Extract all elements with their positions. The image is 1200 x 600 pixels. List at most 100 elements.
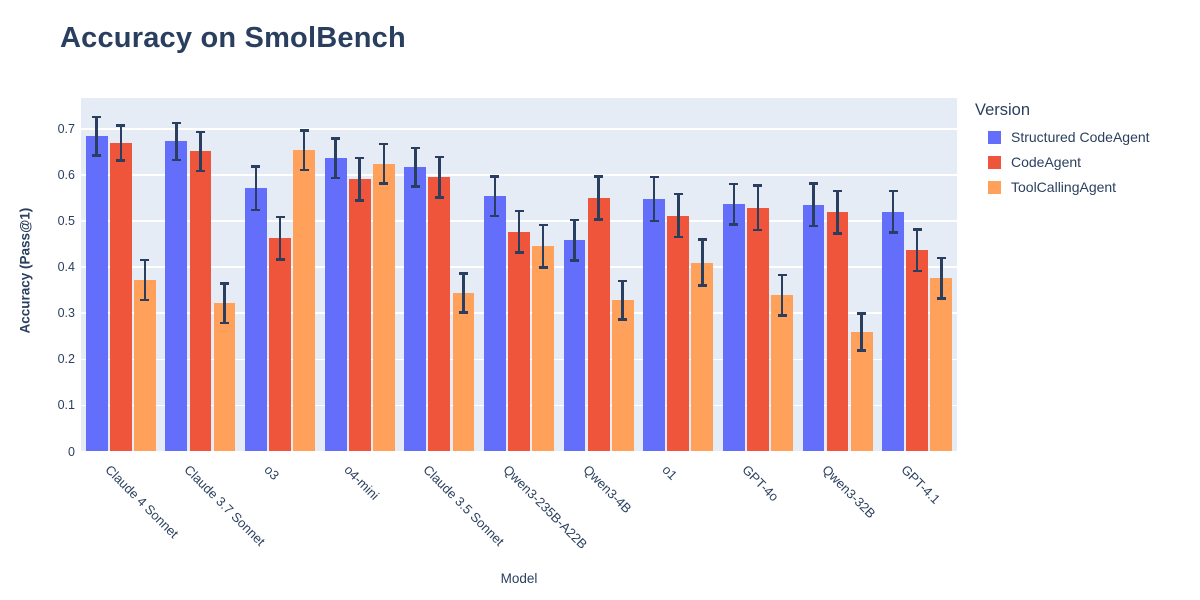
error-bar-cap — [355, 156, 365, 160]
error-bar — [382, 144, 386, 184]
error-bar-cap — [570, 218, 580, 222]
bar[interactable] — [109, 143, 132, 452]
bar[interactable] — [245, 188, 267, 452]
error-bar — [573, 220, 576, 261]
bar[interactable] — [134, 280, 156, 452]
error-bar-cap — [857, 349, 867, 352]
y-tick-label: 0.5 — [57, 214, 75, 229]
error-bar-cap — [753, 184, 763, 187]
error-bar-cap — [538, 266, 548, 269]
error-bar-cap — [220, 321, 230, 325]
error-bar-cap — [912, 269, 922, 273]
error-bar-cap — [331, 176, 341, 180]
bar[interactable] — [850, 332, 873, 452]
error-bar-cap — [458, 272, 468, 275]
x-tick-label: Claude 3.7 Sonnet — [181, 461, 269, 549]
error-bar-cap — [116, 124, 126, 127]
bar[interactable] — [667, 215, 690, 452]
bar[interactable] — [771, 295, 793, 452]
bar[interactable] — [826, 212, 849, 452]
bar[interactable] — [747, 207, 769, 452]
error-bar-cap — [275, 258, 285, 261]
legend-swatch-icon — [988, 130, 1001, 144]
bar[interactable] — [293, 150, 316, 452]
error-bar — [940, 257, 943, 299]
bar[interactable] — [722, 204, 745, 452]
error-bar-cap — [808, 224, 818, 228]
bar[interactable] — [452, 292, 475, 452]
chart-title: Accuracy on SmolBench — [60, 22, 406, 54]
legend-item-toolcallingagent[interactable]: ToolCallingAgent — [975, 179, 1150, 195]
legend-items: Structured CodeAgent CodeAgent ToolCalling… — [975, 129, 1150, 195]
error-bar-cap — [888, 189, 898, 193]
bar[interactable] — [404, 167, 427, 452]
error-bar — [199, 132, 202, 171]
error-bar — [414, 147, 417, 187]
bar[interactable] — [643, 198, 666, 452]
error-bar-cap — [777, 273, 787, 277]
error-bar — [701, 239, 704, 286]
gridline — [81, 450, 957, 453]
gridline — [81, 174, 957, 176]
error-bar-cap — [299, 168, 309, 172]
error-bar-cap — [220, 282, 230, 285]
error-bar — [175, 122, 178, 160]
bar[interactable] — [484, 196, 506, 452]
error-bar-cap — [116, 159, 126, 162]
error-bar-cap — [171, 121, 181, 125]
error-bar-cap — [936, 256, 946, 260]
error-bar — [143, 260, 147, 300]
bar[interactable] — [930, 278, 953, 452]
error-bar-cap — [618, 318, 628, 321]
legend-item-codeagent[interactable]: CodeAgent — [975, 154, 1150, 170]
error-bar-cap — [195, 130, 205, 134]
bar[interactable] — [189, 151, 212, 452]
bar[interactable] — [269, 238, 291, 452]
bar[interactable] — [508, 231, 530, 452]
y-tick-label: 0.6 — [57, 167, 75, 182]
bar[interactable] — [587, 198, 610, 452]
bar[interactable] — [532, 246, 554, 452]
y-tick-label: 0.4 — [57, 260, 75, 275]
bar[interactable] — [85, 136, 108, 452]
error-bar-cap — [912, 228, 922, 231]
bar[interactable] — [611, 300, 634, 452]
bar[interactable] — [348, 179, 371, 452]
x-tick-label: GPT-4o — [739, 461, 782, 504]
bar[interactable] — [563, 240, 586, 452]
error-bar — [95, 116, 98, 156]
error-bar-cap — [673, 192, 683, 196]
error-bar-cap — [936, 297, 946, 300]
error-bar-cap — [729, 182, 739, 186]
bar[interactable] — [428, 177, 451, 452]
error-bar-cap — [697, 238, 707, 241]
error-bar-cap — [697, 284, 707, 287]
error-bar-cap — [833, 189, 843, 193]
error-bar-cap — [808, 182, 818, 185]
y-tick-label: 0.2 — [57, 352, 75, 367]
bar[interactable] — [802, 204, 825, 452]
error-bar — [462, 273, 465, 313]
x-tick-label: o4-mini — [341, 461, 382, 503]
bar[interactable] — [213, 303, 236, 452]
error-bar — [223, 283, 226, 323]
error-bar-cap — [538, 223, 548, 227]
bar[interactable] — [882, 211, 904, 452]
error-bar-cap — [140, 258, 150, 262]
x-tick-label: o1 — [659, 461, 681, 483]
error-bar-cap — [299, 129, 309, 132]
bar[interactable] — [165, 141, 188, 452]
error-bar-cap — [594, 218, 604, 221]
error-bar-cap — [410, 185, 420, 188]
bar[interactable] — [324, 158, 347, 452]
legend-item-structured-codeagent[interactable]: Structured CodeAgent — [975, 129, 1150, 145]
error-bar — [812, 183, 815, 227]
error-bar — [756, 185, 760, 230]
bar[interactable] — [372, 163, 395, 452]
error-bar — [438, 156, 441, 198]
error-bar — [119, 125, 123, 161]
legend-item-label: ToolCallingAgent — [1011, 179, 1117, 195]
bar[interactable] — [691, 262, 714, 452]
bar[interactable] — [906, 250, 929, 452]
